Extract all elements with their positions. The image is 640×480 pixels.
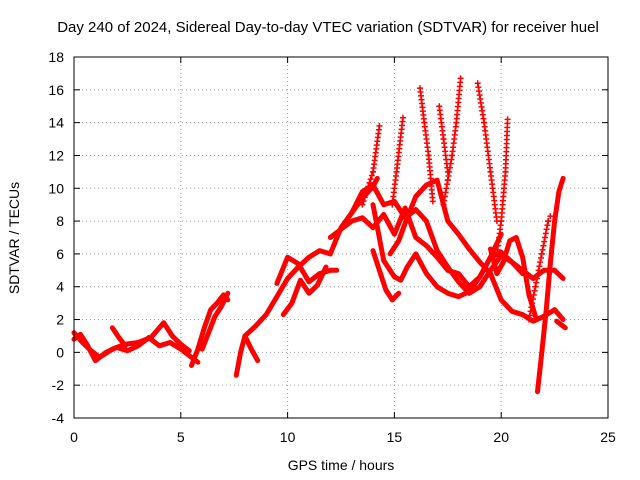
- y-tick-label: 8: [56, 213, 64, 229]
- grid-layer: [74, 57, 608, 418]
- y-tick-label: 0: [56, 344, 64, 360]
- x-tick-label: 15: [387, 429, 403, 445]
- series-line-track-1: [71, 331, 201, 365]
- spike-markers-spike-8: [525, 213, 554, 323]
- series-line-track-13: [387, 177, 566, 324]
- y-tick-label: 4: [56, 279, 64, 295]
- spike-markers-spike-7: [493, 116, 511, 257]
- spike-markers-spike-5: [440, 75, 464, 208]
- y-tick-label: 14: [48, 115, 64, 131]
- y-axis-label: SDTVAR / TECUs: [6, 182, 22, 294]
- x-tick-label: 5: [177, 429, 185, 445]
- y-tick-label: 10: [48, 180, 64, 196]
- series-line-track-17: [109, 325, 128, 349]
- x-tick-label: 0: [70, 429, 78, 445]
- series-line-track-2: [71, 320, 192, 360]
- y-tick-label: 6: [56, 246, 64, 262]
- y-tick-label: 2: [56, 312, 64, 328]
- y-tick-label: 12: [48, 147, 64, 163]
- tick-layer: 0 5 10 15 20 25 -4 -2 0 2 4 6 8 10 12 14 16 18: [48, 49, 616, 445]
- x-axis-label: GPS time / hours: [288, 457, 395, 473]
- series-line-track-3: [189, 292, 231, 368]
- x-tick-label: 25: [600, 429, 616, 445]
- y-tick-label: -2: [52, 377, 65, 393]
- plot-frame: [73, 56, 609, 419]
- series-line-track-4: [199, 290, 231, 352]
- y-tick-label: 16: [48, 82, 64, 98]
- series-line-track-8: [280, 264, 329, 318]
- spike-markers-spike-1: [359, 122, 383, 208]
- series-line-track-14: [488, 235, 538, 319]
- y-tick-label: 18: [48, 49, 64, 65]
- series-line-track-7: [274, 254, 340, 286]
- chart-title: Day 240 of 2024, Sidereal Day-to-day VTE…: [57, 19, 599, 36]
- spike-markers-spike-3: [417, 85, 436, 205]
- series-line-track-16: [554, 318, 568, 331]
- series-line-track-12: [370, 248, 402, 303]
- x-tick-label: 10: [280, 429, 296, 445]
- spike-markers-spike-2: [389, 114, 406, 208]
- spike-markers-spike-6: [474, 80, 500, 225]
- series-line-track-11: [370, 202, 504, 300]
- series-line-track-10: [349, 182, 566, 296]
- series-line-track-15: [535, 175, 566, 395]
- series-line-track-5: [233, 333, 261, 378]
- x-tick-label: 20: [493, 429, 509, 445]
- plot-layer: [71, 75, 568, 395]
- y-tick-label: -4: [52, 410, 65, 426]
